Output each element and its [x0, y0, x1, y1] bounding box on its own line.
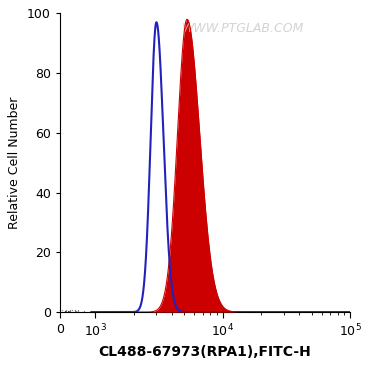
Y-axis label: Relative Cell Number: Relative Cell Number: [9, 97, 21, 229]
Point: [64, 308, 70, 313]
Point: [62, 309, 68, 315]
Point: [75, 307, 81, 313]
X-axis label: CL488-67973(RPA1),FITC-H: CL488-67973(RPA1),FITC-H: [99, 345, 312, 359]
Point: [81, 308, 87, 314]
Point: [73, 307, 78, 313]
Point: [62, 308, 68, 314]
Point: [62, 308, 68, 313]
Point: [73, 308, 78, 313]
Point: [59, 307, 65, 313]
Point: [65, 308, 71, 314]
Point: [68, 307, 74, 313]
Point: [73, 308, 78, 314]
Point: [63, 309, 69, 315]
Point: [67, 307, 73, 313]
Point: [78, 309, 84, 315]
Point: [75, 308, 81, 314]
Point: [65, 309, 71, 315]
Point: [60, 309, 66, 315]
Point: [67, 308, 73, 314]
Point: [81, 309, 87, 315]
Point: [63, 308, 69, 314]
Point: [71, 309, 77, 315]
Point: [69, 309, 75, 315]
Point: [65, 308, 71, 314]
Point: [78, 309, 84, 315]
Text: WWW.PTGLAB.COM: WWW.PTGLAB.COM: [182, 22, 304, 35]
